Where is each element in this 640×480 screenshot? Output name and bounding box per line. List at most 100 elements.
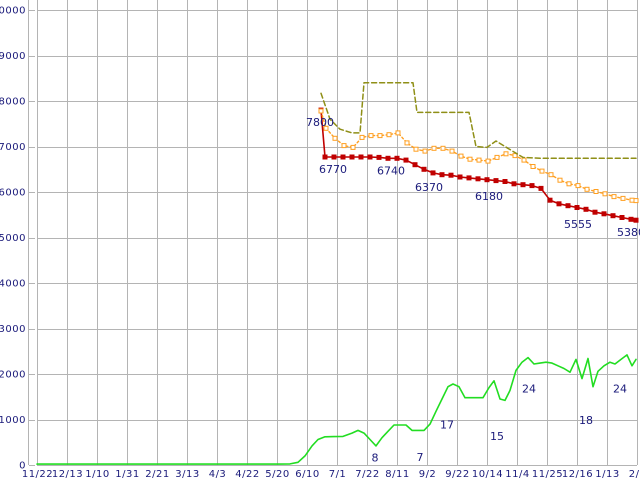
data-label-price: 6180 bbox=[475, 190, 503, 203]
x-axis-tick-label: 2/21 bbox=[145, 469, 169, 480]
series-line-upper-dashed bbox=[320, 82, 637, 160]
series-marker-price bbox=[520, 182, 526, 188]
series-marker-upper-dotted bbox=[629, 197, 635, 203]
series-marker-price bbox=[633, 217, 639, 223]
data-label-price: 6770 bbox=[319, 163, 347, 176]
series-marker-price bbox=[628, 216, 634, 222]
data-label-volume: 24 bbox=[613, 382, 627, 395]
series-marker-upper-dotted bbox=[323, 125, 329, 131]
y-axis-tick-label: 6000 bbox=[0, 188, 26, 199]
x-axis-tick-label: 6/10 bbox=[295, 469, 319, 480]
x-axis-tick-label: 5/20 bbox=[265, 469, 289, 480]
series-marker-upper-dotted bbox=[557, 177, 563, 183]
series-marker-price bbox=[556, 201, 562, 207]
x-axis-tick-label: 11/22 bbox=[22, 469, 53, 480]
x-axis-tick-label: 4/22 bbox=[235, 469, 259, 480]
series-marker-upper-dotted bbox=[467, 156, 473, 162]
series-marker-price bbox=[430, 170, 436, 176]
series-marker-price bbox=[412, 162, 418, 168]
series-marker-upper-dotted bbox=[566, 181, 572, 187]
series-marker-upper-dotted bbox=[575, 183, 581, 189]
data-label-price: 6370 bbox=[415, 181, 443, 194]
x-axis-tick-label: 3/13 bbox=[175, 469, 199, 480]
x-axis-tick-label: 12/16 bbox=[562, 469, 593, 480]
series-marker-price bbox=[358, 154, 364, 160]
data-label-price: 5380 bbox=[617, 226, 640, 239]
series-marker-upper-dotted bbox=[521, 157, 527, 163]
y-axis-tick-label: 10000 bbox=[0, 6, 26, 17]
y-axis-tick-label: 3000 bbox=[0, 324, 26, 335]
x-axis-tick-label: 1/13 bbox=[595, 469, 619, 480]
series-marker-upper-dotted bbox=[584, 186, 590, 192]
data-label-volume: 18 bbox=[579, 414, 593, 427]
series-marker-upper-dotted bbox=[431, 145, 437, 151]
series-line-price bbox=[320, 109, 637, 221]
series-marker-upper-dotted bbox=[494, 154, 500, 160]
y-axis-tick-labels: 0 1000 2000 3000 4000 5000 6000 7000 8000 9000 100… bbox=[0, 6, 35, 472]
series-marker-price bbox=[421, 166, 427, 172]
data-label-volume: 15 bbox=[490, 430, 504, 443]
series-marker-upper-dotted bbox=[368, 133, 374, 139]
series-marker-price bbox=[385, 155, 391, 161]
series-marker-price bbox=[610, 213, 616, 219]
series-marker-upper-dotted bbox=[512, 153, 518, 159]
series-marker-price bbox=[484, 177, 490, 183]
series-marker-upper-dotted bbox=[633, 198, 639, 204]
series-marker-price bbox=[565, 203, 571, 209]
series-marker-price bbox=[538, 185, 544, 191]
series-marker-upper-dotted bbox=[611, 194, 617, 200]
series-marker-price bbox=[619, 215, 625, 220]
series-marker-upper-dotted bbox=[620, 195, 626, 201]
series-marker-price bbox=[448, 172, 454, 178]
x-axis-tick-label: 7/22 bbox=[355, 469, 379, 480]
x-axis-tick-label: 9/22 bbox=[445, 469, 469, 480]
series-marker-upper-dotted bbox=[422, 148, 428, 154]
series-marker-upper-dotted bbox=[485, 158, 491, 164]
x-axis-tick-label: 10/14 bbox=[472, 469, 503, 480]
series-marker-upper-dotted bbox=[377, 133, 383, 139]
series-marker-upper-dotted bbox=[602, 191, 608, 197]
series-marker-upper-dotted bbox=[440, 145, 446, 151]
series-marker-price bbox=[439, 172, 445, 178]
y-axis-tick-label: 7000 bbox=[0, 142, 26, 153]
series-marker-upper-dotted bbox=[530, 164, 536, 169]
y-axis-tick-label: 8000 bbox=[0, 97, 26, 108]
x-axis-tick-label: 8/11 bbox=[385, 469, 409, 480]
series-line-volume bbox=[36, 354, 637, 465]
y-axis-tick-label: 5000 bbox=[0, 233, 26, 244]
x-axis-tick-label: 1/10 bbox=[85, 469, 109, 480]
series-marker-upper-dotted bbox=[350, 144, 356, 150]
series-marker-upper-dotted bbox=[539, 168, 545, 174]
x-axis-tick-label: 4/3 bbox=[209, 469, 227, 480]
chart-data-labels: 7800 6770 6740 6370 6180 5555 5380 8 7 17 15 24 18 24 bbox=[306, 116, 640, 464]
x-axis-tick-label: 1/31 bbox=[115, 469, 139, 480]
data-label-volume: 8 bbox=[372, 451, 379, 464]
series-marker-upper-dotted bbox=[503, 151, 509, 157]
data-label-volume: 7 bbox=[417, 451, 424, 464]
data-label-price: 5555 bbox=[564, 218, 592, 231]
y-axis-tick-label: 2000 bbox=[0, 370, 26, 381]
series-marker-upper-dotted bbox=[318, 108, 324, 114]
series-marker-upper-dotted bbox=[413, 146, 419, 152]
series-marker-upper-dotted bbox=[395, 130, 401, 136]
x-axis-tick-label: 9/2 bbox=[419, 469, 437, 480]
series-marker-price bbox=[394, 155, 400, 161]
series-marker-price bbox=[466, 175, 472, 181]
series-marker-upper-dotted bbox=[341, 143, 347, 149]
data-label-volume: 17 bbox=[440, 419, 454, 432]
series-marker-upper-dotted bbox=[593, 189, 599, 194]
series-marker-price bbox=[322, 154, 328, 160]
series-marker-price bbox=[583, 206, 589, 212]
x-axis-tick-label: 2/3 bbox=[629, 469, 640, 480]
data-label-volume: 24 bbox=[522, 382, 536, 395]
chart-gridlines bbox=[28, 0, 638, 466]
x-axis-tick-label: 12/13 bbox=[52, 469, 83, 480]
series-marker-upper-dotted bbox=[386, 132, 392, 138]
series-marker-upper-dotted bbox=[332, 135, 338, 141]
series-marker-upper-dotted bbox=[359, 134, 365, 140]
series-marker-price bbox=[376, 154, 382, 160]
series-marker-price bbox=[502, 179, 508, 184]
